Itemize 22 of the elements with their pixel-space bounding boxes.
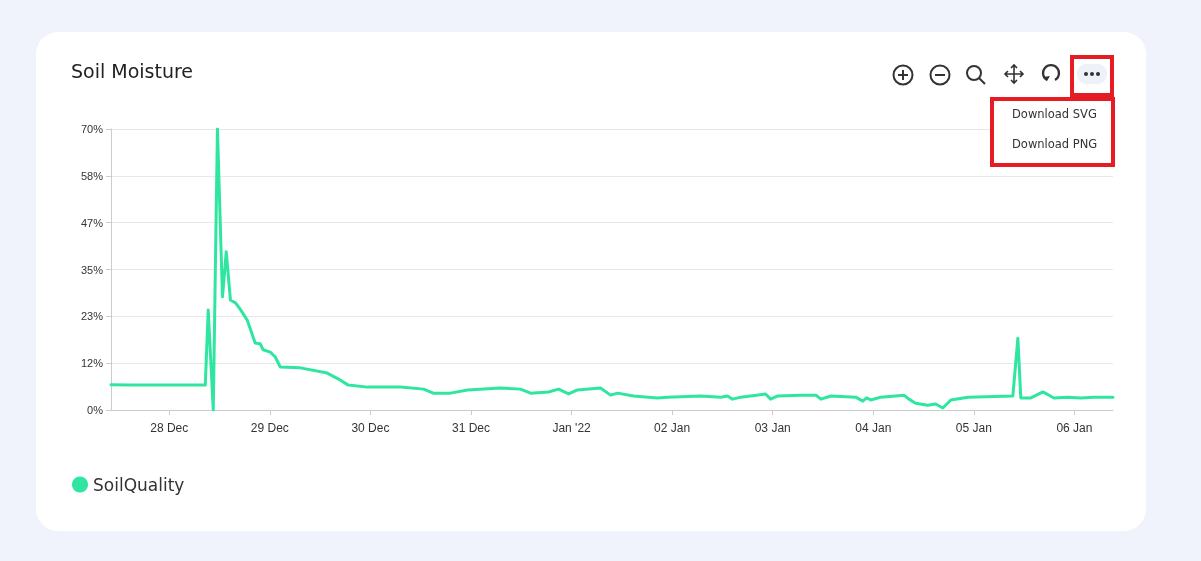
- x-tick-label: 29 Dec: [250, 421, 289, 435]
- x-tick-label: 06 Jan: [1056, 421, 1093, 435]
- x-tick-label: 03 Jan: [754, 421, 791, 435]
- x-tick-label: 02 Jan: [654, 421, 691, 435]
- y-tick-label: 47%: [80, 216, 104, 229]
- y-tick-label: 12%: [80, 357, 104, 370]
- legend-label: SoilQuality: [93, 474, 185, 495]
- annotation: Download PNG: [1012, 137, 1098, 151]
- x-tick-label: 30 Dec: [351, 421, 390, 435]
- chart-title: Soil Moisture: [71, 60, 194, 82]
- y-tick-label: 58%: [80, 169, 104, 182]
- x-tick-label: 05 Jan: [955, 421, 992, 435]
- y-tick-label: 23%: [80, 310, 104, 323]
- x-tick-label: 28 Dec: [150, 421, 189, 435]
- y-tick-label: 70%: [80, 123, 104, 135]
- y-tick-label: 0%: [87, 404, 104, 416]
- x-tick-label: 31 Dec: [451, 421, 490, 435]
- x-tick-label: Jan '22: [552, 421, 592, 435]
- line-series: [109, 127, 1115, 412]
- x-tick-label: 04 Jan: [855, 421, 892, 435]
- dropdown-menu: Download SVG Download PNG: [990, 97, 1115, 167]
- y-tick-label: 35%: [80, 263, 104, 276]
